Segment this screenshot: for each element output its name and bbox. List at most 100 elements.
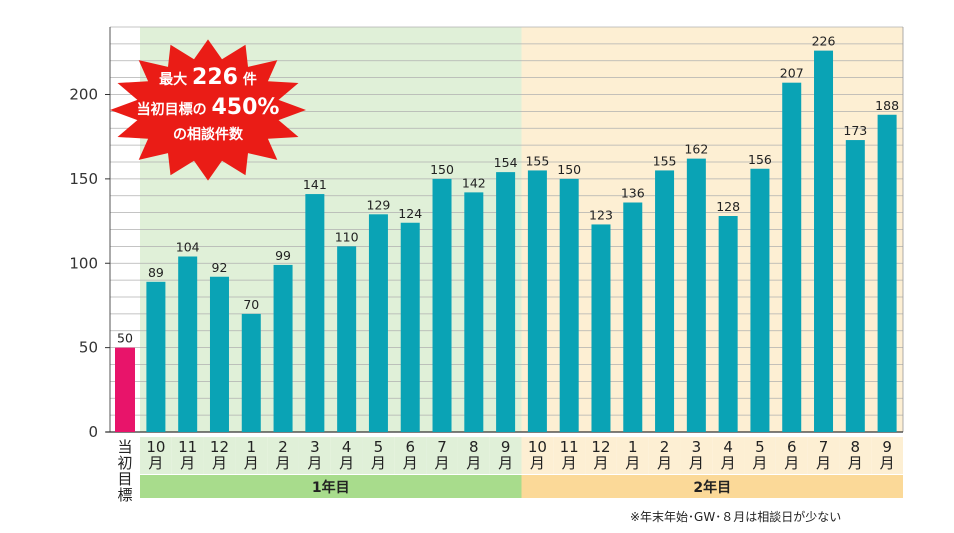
bar — [209, 276, 229, 432]
data-label: 155 — [653, 153, 677, 168]
y-tick-label: 50 — [79, 339, 98, 357]
bar — [305, 194, 325, 432]
data-label: 188 — [875, 98, 899, 113]
data-label: 142 — [462, 175, 486, 190]
bar — [527, 170, 547, 432]
x-label-bg — [521, 437, 554, 474]
x-label-bg — [457, 437, 490, 474]
bar — [464, 192, 484, 432]
x-label-bg — [585, 437, 617, 474]
data-label: 156 — [748, 152, 772, 167]
data-label: 155 — [525, 153, 549, 168]
data-label: 89 — [148, 265, 164, 280]
x-tick-label: 10 月 — [528, 438, 547, 472]
x-label-bg — [648, 437, 681, 474]
year-label-2: 2年目 — [693, 479, 731, 496]
callout-line: 当初目標の 450% — [137, 95, 280, 120]
bar — [273, 264, 293, 432]
data-label: 128 — [716, 199, 740, 214]
bar — [337, 246, 357, 432]
data-label: 124 — [398, 206, 422, 221]
bar — [496, 172, 516, 432]
x-label-bg — [140, 437, 172, 474]
y-tick-label: 0 — [88, 423, 98, 441]
data-label: 173 — [843, 123, 867, 138]
data-label: 150 — [430, 162, 454, 177]
data-label: 104 — [176, 240, 200, 255]
data-label: 123 — [589, 207, 613, 222]
bar — [782, 82, 802, 432]
x-label-bg — [171, 437, 204, 474]
bar — [400, 222, 420, 432]
x-label-bg — [807, 437, 840, 474]
bar — [241, 313, 261, 432]
x-tick-label: 11 月 — [560, 438, 579, 472]
year-label-bar-1 — [140, 475, 522, 498]
x-label-bg — [362, 437, 395, 474]
year-label-1: 1年目 — [312, 479, 350, 496]
bar — [368, 214, 388, 432]
x-label-bg — [744, 437, 776, 474]
data-label: 110 — [335, 229, 359, 244]
data-label: 207 — [780, 66, 804, 81]
x-label-bg — [553, 437, 586, 474]
bar — [146, 281, 166, 432]
callout-line: 最大 226 件 — [159, 65, 257, 90]
year-label-bar-2 — [521, 475, 903, 498]
data-label: 92 — [212, 260, 228, 275]
x-label-bg — [203, 437, 236, 474]
bar — [591, 224, 611, 432]
x-label-bg — [330, 437, 363, 474]
bar — [814, 50, 834, 432]
bar — [559, 178, 579, 432]
data-label: 129 — [367, 197, 391, 212]
data-label: 150 — [557, 162, 581, 177]
x-label-bg — [394, 437, 427, 474]
bar — [877, 114, 897, 432]
bar — [178, 256, 198, 432]
bar-target — [115, 347, 135, 432]
x-label-bg — [489, 437, 522, 474]
bar — [750, 168, 770, 432]
x-tick-label: 12 月 — [210, 438, 229, 472]
y-tick-label: 200 — [69, 86, 98, 104]
data-label: 50 — [117, 331, 133, 346]
callout-line: の相談件数 — [173, 126, 244, 143]
bar — [718, 216, 738, 432]
data-label: 70 — [243, 297, 259, 312]
bar — [686, 158, 706, 432]
data-label: 226 — [812, 34, 836, 49]
bar — [623, 202, 643, 432]
data-label: 141 — [303, 177, 327, 192]
y-tick-label: 100 — [69, 254, 98, 272]
data-label: 162 — [684, 142, 708, 157]
x-label-bg — [235, 437, 268, 474]
x-label-bg — [712, 437, 745, 474]
x-tick-label: 12 月 — [591, 438, 610, 472]
x-tick-label: 10 月 — [146, 438, 165, 472]
x-label-bg — [267, 437, 299, 474]
x-tick-label: 11 月 — [178, 438, 197, 472]
data-label: 99 — [275, 248, 291, 263]
x-label-bg — [616, 437, 649, 474]
bar — [432, 178, 452, 432]
y-tick-label: 150 — [69, 170, 98, 188]
footnote: ※年末年始･GW･８月は相談日が少ない — [630, 510, 842, 524]
